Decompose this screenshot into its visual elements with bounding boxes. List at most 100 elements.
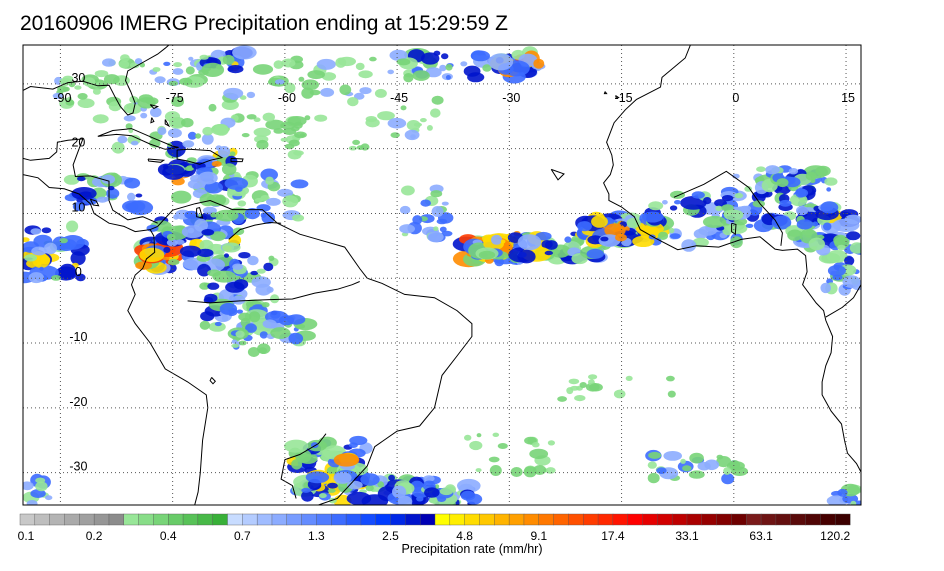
colorbar-cell: [108, 513, 125, 526]
precip-cell: [680, 196, 707, 210]
precip-cell: [111, 141, 125, 154]
precip-cell: [120, 54, 130, 62]
precip-cell: [420, 199, 432, 207]
precip-cell: [647, 472, 660, 484]
precip-cell: [277, 188, 294, 197]
precip-cell: [96, 196, 108, 203]
precip-cell: [682, 465, 692, 472]
precip-cell: [292, 214, 305, 222]
precip-cell: [613, 389, 626, 399]
precip-cell: [721, 195, 734, 202]
precip-cell: [316, 58, 336, 70]
precip-cell: [208, 103, 217, 112]
precip-cell: [647, 461, 657, 469]
precip-cell: [691, 191, 705, 199]
precip-cell: [223, 87, 244, 99]
precip-cell: [182, 140, 195, 148]
precip-cell: [796, 205, 809, 216]
precip-cell: [729, 460, 741, 470]
precip-cell: [179, 245, 202, 257]
precip-cell: [201, 62, 225, 77]
precip-cell: [517, 234, 542, 251]
precip-cell: [348, 442, 358, 449]
precip-cell: [431, 95, 444, 105]
colorbar-tick-label: 0.4: [160, 529, 177, 543]
colorbar-cell: [286, 513, 303, 526]
coastline-segment: [23, 45, 170, 116]
precip-cell: [591, 215, 608, 228]
precip-cell: [500, 239, 506, 244]
precip-cell: [369, 56, 377, 62]
precip-cell: [441, 201, 449, 206]
colorbar-labels: 0.1 0.2 0.4 0.7 1.3 2.5 4.8 9.1 17.4 33.1 63.1 120.…: [18, 529, 851, 543]
precip-cell: [388, 474, 395, 481]
precip-cell: [162, 164, 186, 180]
precip-cell: [416, 496, 424, 502]
precip-cell: [301, 79, 319, 91]
precip-cell: [632, 235, 655, 247]
precip-cell: [721, 204, 734, 212]
coastline-segment: [176, 148, 224, 165]
precip-cell: [420, 118, 427, 123]
precip-cell: [250, 270, 259, 276]
precip-cell: [45, 495, 53, 501]
precip-cell: [765, 165, 780, 175]
precip-cell: [290, 126, 300, 132]
precip-cell: [427, 231, 444, 243]
precip-cell: [626, 217, 641, 228]
colorbar-tick-label: 0.2: [86, 529, 103, 543]
precip-cell: [92, 88, 101, 95]
precip-cell: [669, 205, 678, 211]
colorbar-cell: [494, 513, 510, 526]
coastlines: [23, 45, 861, 505]
precip-cell: [172, 68, 184, 75]
coastline-segment: [550, 168, 565, 181]
precip-cell: [44, 242, 57, 255]
precip-cell: [820, 201, 839, 214]
coastline-segment: [228, 221, 282, 240]
precip-cell: [304, 115, 311, 121]
precip-cell: [235, 186, 243, 192]
map-background: [23, 45, 861, 505]
colorbar-cell: [820, 513, 836, 526]
precip-cell: [168, 80, 178, 86]
coastline-segment: [89, 198, 100, 207]
precip-cell: [273, 60, 284, 69]
precip-cell: [65, 99, 75, 106]
precip-cell: [187, 131, 197, 140]
precip-cell: [489, 465, 502, 476]
precip-cell: [445, 75, 451, 80]
precip-cell: [339, 84, 352, 96]
precip-cell: [421, 52, 440, 65]
precip-cell: [335, 57, 347, 68]
precip-cell: [75, 273, 86, 282]
precip-cell: [261, 211, 276, 224]
precip-cell: [648, 451, 662, 459]
precip-cell: [796, 219, 813, 230]
precip-cell: [24, 254, 37, 262]
precip-cell: [377, 111, 395, 121]
precip-cell: [163, 61, 171, 66]
colorbar-tick-label: 63.1: [749, 529, 773, 543]
precip-cell: [805, 171, 817, 181]
colorbar-cell: [390, 513, 406, 526]
precip-cell: [238, 340, 247, 346]
precip-cell: [476, 433, 482, 438]
precip-cell: [295, 449, 312, 463]
precip-cell: [215, 145, 222, 151]
precip-cell: [184, 210, 199, 219]
precip-cell: [588, 374, 598, 380]
precip-cell: [377, 481, 385, 488]
precip-cell: [212, 270, 237, 283]
precip-cell: [62, 75, 74, 83]
precip-cell: [92, 114, 109, 124]
precip-cell: [517, 249, 536, 264]
colorbar-cell: [731, 513, 747, 526]
precip-cell: [229, 93, 239, 101]
precip-cell: [199, 239, 214, 252]
precip-cell: [199, 54, 209, 60]
precip-cell: [348, 145, 357, 151]
precip-cell: [103, 74, 120, 85]
precip-cell: [564, 236, 572, 243]
precip-cell: [433, 226, 439, 231]
